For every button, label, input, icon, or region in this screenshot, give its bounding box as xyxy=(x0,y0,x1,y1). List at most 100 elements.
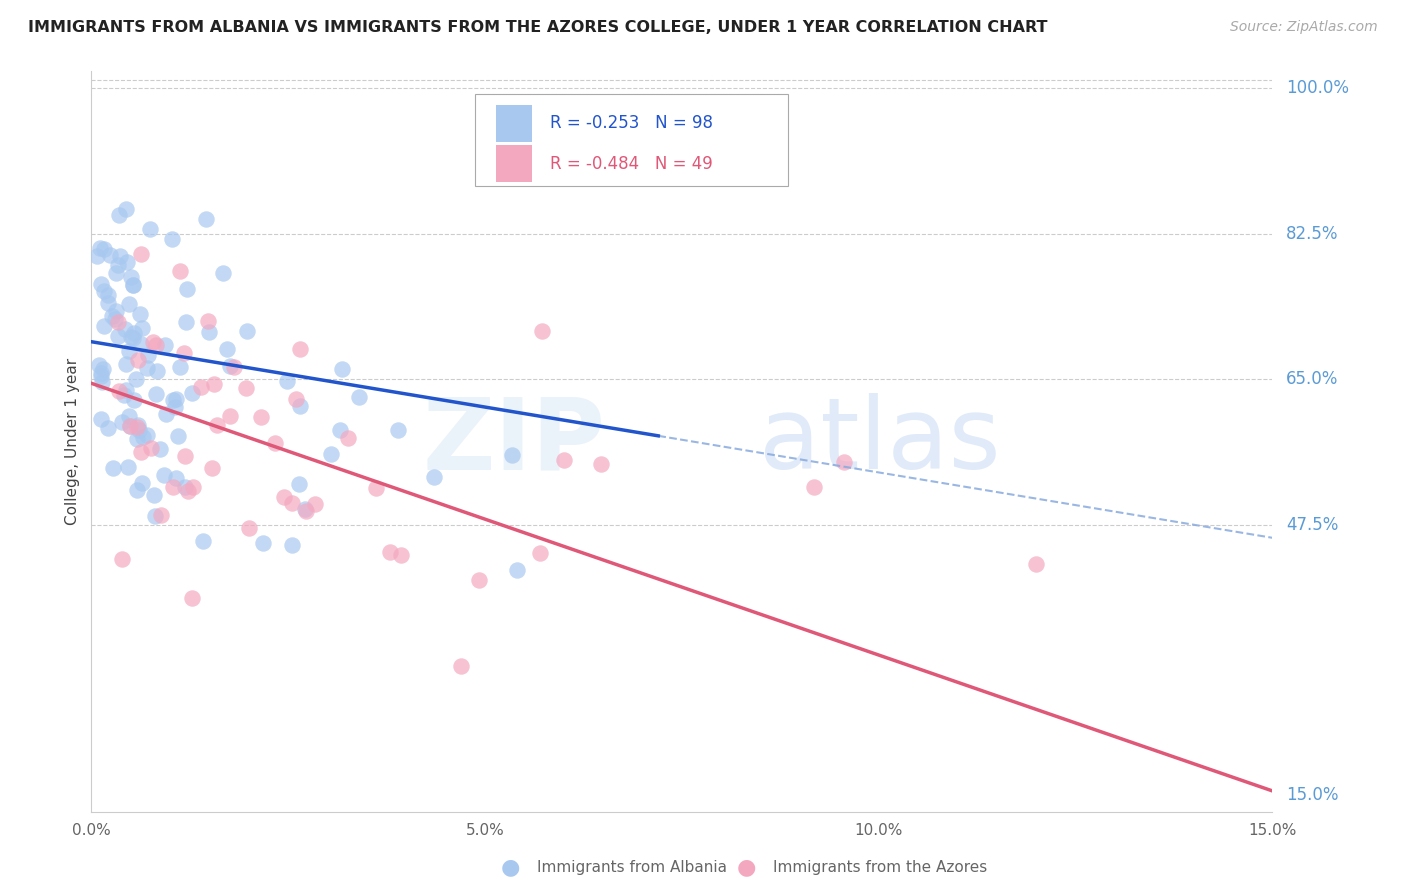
Point xyxy=(194,211,217,226)
Point xyxy=(834,455,856,469)
Point xyxy=(280,496,302,510)
FancyBboxPatch shape xyxy=(496,145,531,183)
Point xyxy=(93,284,115,298)
Text: Immigrants from the Azores: Immigrants from the Azores xyxy=(773,860,987,875)
Point xyxy=(1025,557,1047,571)
Point xyxy=(129,337,152,351)
Point xyxy=(90,367,112,381)
Point xyxy=(250,410,273,425)
Point xyxy=(136,427,159,442)
Point xyxy=(236,324,259,338)
Point xyxy=(132,430,155,444)
Point xyxy=(389,548,412,562)
Point xyxy=(191,534,214,549)
Point xyxy=(125,372,148,386)
Point xyxy=(93,318,115,333)
Point xyxy=(252,536,274,550)
Point xyxy=(97,296,120,310)
Point xyxy=(155,407,177,421)
Point xyxy=(202,377,225,392)
Point xyxy=(87,358,110,372)
Point xyxy=(105,304,128,318)
Point xyxy=(91,375,114,389)
Point xyxy=(115,383,138,397)
Text: 47.5%: 47.5% xyxy=(1286,516,1339,533)
Text: ZIP: ZIP xyxy=(422,393,605,490)
Point xyxy=(304,497,326,511)
Point xyxy=(330,362,353,376)
Point xyxy=(553,453,575,467)
Text: ●: ● xyxy=(737,857,756,877)
Point xyxy=(501,449,523,463)
Point xyxy=(110,552,132,566)
Point xyxy=(90,412,112,426)
Point xyxy=(107,329,129,343)
Point xyxy=(105,267,128,281)
Point xyxy=(162,393,184,408)
Text: atlas: atlas xyxy=(759,393,1000,490)
Point xyxy=(110,249,132,263)
Point xyxy=(125,420,148,434)
Point xyxy=(121,278,143,293)
Point xyxy=(423,470,446,484)
Point xyxy=(589,457,612,471)
Point xyxy=(281,538,304,552)
Text: 100.0%: 100.0% xyxy=(1286,79,1350,97)
Point xyxy=(145,387,167,401)
Point xyxy=(120,330,142,344)
Point xyxy=(136,347,159,361)
Point xyxy=(273,490,295,504)
Point xyxy=(287,477,309,491)
Point xyxy=(93,242,115,256)
Point xyxy=(122,331,145,345)
Point xyxy=(205,418,228,433)
Point xyxy=(86,249,108,263)
Point xyxy=(347,390,370,404)
Point xyxy=(166,429,188,443)
Point xyxy=(104,311,127,326)
Point xyxy=(295,504,318,518)
Point xyxy=(117,460,139,475)
Point xyxy=(337,431,360,445)
Point xyxy=(173,449,195,463)
Text: Source: ZipAtlas.com: Source: ZipAtlas.com xyxy=(1230,20,1378,34)
Point xyxy=(89,241,111,255)
Point xyxy=(169,264,191,278)
Point xyxy=(131,320,153,334)
Point xyxy=(98,248,121,262)
Text: 65.0%: 65.0% xyxy=(1286,370,1339,388)
Point xyxy=(118,409,141,424)
FancyBboxPatch shape xyxy=(475,94,789,186)
Point xyxy=(101,310,124,324)
Point xyxy=(263,435,285,450)
Point xyxy=(329,423,352,437)
Point xyxy=(145,509,167,524)
Point xyxy=(803,480,825,494)
Point xyxy=(97,288,120,302)
Point xyxy=(90,368,112,383)
Point xyxy=(201,461,224,475)
Text: 15.0%: 15.0% xyxy=(1286,786,1339,804)
Point xyxy=(149,442,172,457)
Point xyxy=(450,659,472,673)
Point xyxy=(96,421,118,435)
Point xyxy=(108,208,131,222)
Point xyxy=(531,324,554,338)
Point xyxy=(180,591,202,605)
Point xyxy=(111,415,134,429)
Point xyxy=(212,266,235,280)
Point xyxy=(181,385,204,400)
Point xyxy=(190,379,212,393)
Point xyxy=(141,441,163,455)
Point xyxy=(107,384,129,398)
Point xyxy=(129,247,152,261)
Point xyxy=(288,343,311,357)
Point xyxy=(235,381,257,395)
Point xyxy=(128,308,150,322)
Point xyxy=(197,314,219,328)
Text: 82.5%: 82.5% xyxy=(1286,225,1339,243)
Point xyxy=(150,508,173,522)
Point xyxy=(169,359,191,374)
Point xyxy=(219,409,242,423)
Text: R = -0.253   N = 98: R = -0.253 N = 98 xyxy=(550,114,713,132)
